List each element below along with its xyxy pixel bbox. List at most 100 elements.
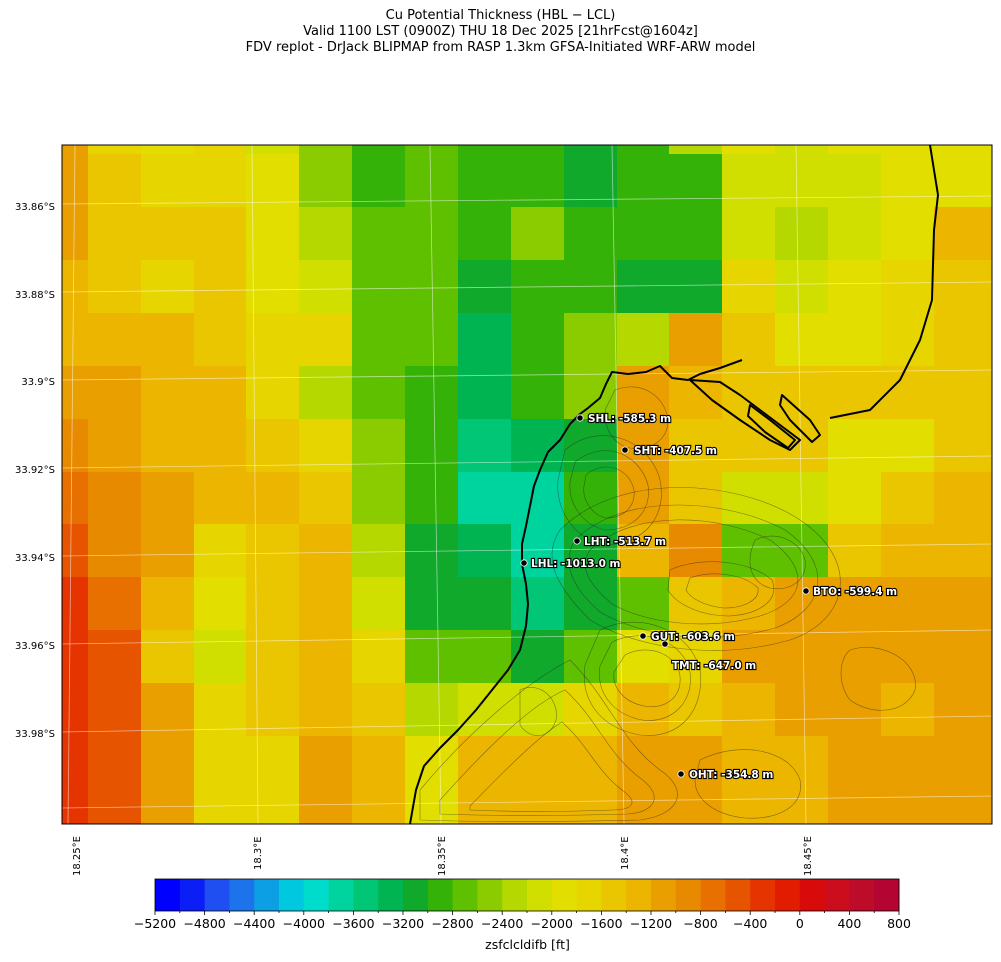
grid-cell	[775, 207, 829, 261]
grid-cell	[564, 577, 618, 631]
grid-cell	[405, 145, 459, 155]
station-label: BTO: -599.4 m	[813, 586, 897, 598]
lat-label-5: 33.94°S	[15, 553, 55, 564]
grid-cell	[828, 577, 882, 631]
grid-cell	[352, 683, 406, 737]
grid-cell	[458, 577, 512, 631]
colorbar-swatch	[477, 879, 503, 911]
grid-cell	[881, 366, 935, 420]
grid-cell	[141, 145, 195, 155]
map-frame	[61, 144, 993, 825]
grid-cell	[458, 154, 512, 208]
grid-cell	[458, 630, 512, 684]
grid-cell	[141, 313, 195, 367]
grid-cell	[246, 260, 300, 314]
grid-cell	[246, 419, 300, 473]
grid-cell	[352, 736, 406, 824]
grid-cell	[722, 260, 776, 314]
station-marker	[576, 414, 584, 422]
grid-cell	[88, 207, 142, 261]
grid-cell	[141, 577, 195, 631]
lat-label-2: 33.88°S	[15, 290, 55, 301]
coastline	[409, 145, 939, 824]
grid-cell	[669, 260, 723, 314]
grid-cell	[352, 154, 406, 208]
grid-cell	[881, 154, 935, 208]
station-marker	[661, 640, 669, 648]
grid-cell	[141, 736, 195, 824]
grid-cell	[934, 683, 992, 737]
grid-cell	[775, 577, 829, 631]
grid-cell	[405, 313, 459, 367]
grid-cell	[934, 313, 992, 367]
grid-cell	[617, 260, 670, 314]
grid-cell	[194, 419, 247, 473]
grid-cell	[88, 472, 142, 525]
colorbar-tick-label: −3600	[332, 916, 375, 931]
grid-cell	[88, 577, 142, 631]
grid-cell	[246, 630, 300, 684]
grid-cell	[246, 472, 300, 525]
lon-label-4: 18.4°E	[620, 836, 631, 870]
grid-cell	[828, 313, 882, 367]
colorbar-swatch	[502, 879, 528, 911]
grid-cell	[564, 419, 618, 473]
colorbar	[154, 878, 900, 915]
grid-cell	[669, 154, 723, 208]
grid-cell	[405, 577, 459, 631]
colorbar-swatch	[303, 879, 329, 911]
grid-cell	[246, 524, 300, 578]
grid-cell	[881, 207, 935, 261]
grid-cell	[352, 472, 406, 525]
grid-cell	[62, 472, 89, 525]
colorbar-tick-label: −4400	[233, 916, 276, 931]
grid-cell	[881, 577, 935, 631]
colorbar-swatch	[750, 879, 776, 911]
colorbar-swatch	[229, 879, 255, 911]
grid-cell	[62, 736, 89, 824]
grid-cell	[458, 145, 512, 155]
grid-cell	[458, 366, 512, 420]
grid-cell	[299, 577, 353, 631]
lon-label-2: 18.3°E	[253, 836, 264, 870]
grid-cell	[141, 419, 195, 473]
grid-cell	[88, 524, 142, 578]
grid-cell	[458, 736, 512, 824]
grid-cell	[405, 419, 459, 473]
grid-cell	[62, 683, 89, 737]
grid-cell	[828, 154, 882, 208]
grid-cell	[669, 145, 723, 155]
grid-cell	[669, 683, 723, 737]
grid-cell	[194, 260, 247, 314]
colorbar-tick-label: −1600	[580, 916, 623, 931]
grid-cell	[617, 145, 670, 155]
grid-cell	[194, 736, 247, 824]
colorbar-swatch	[452, 879, 478, 911]
lon-label-5: 18.45°E	[803, 836, 814, 876]
grid-cell	[246, 154, 300, 208]
grid-cell	[62, 154, 89, 208]
grid-cell	[669, 419, 723, 473]
colorbar-tick-label: 0	[795, 916, 804, 931]
grid-cell	[828, 472, 882, 525]
grid-cell	[617, 472, 670, 525]
grid-cell	[194, 683, 247, 737]
colorbar-swatch	[254, 879, 280, 911]
grid-cell	[617, 577, 670, 631]
grid-cell	[62, 524, 89, 578]
grid-cell	[828, 419, 882, 473]
grid-cell	[194, 472, 247, 525]
grid-cell	[352, 366, 406, 420]
grid-cell	[669, 313, 723, 367]
grid-cell	[669, 524, 723, 578]
grid-cell	[722, 313, 776, 367]
colorbar-swatch	[700, 879, 726, 911]
colorbar-swatch	[204, 879, 230, 911]
station-marker	[639, 632, 647, 640]
grid-cell	[775, 154, 829, 208]
grid-cell	[62, 260, 89, 314]
colorbar-swatch	[725, 879, 751, 911]
grid-cell	[352, 145, 406, 155]
grid-cell	[194, 145, 247, 155]
grid-cell	[458, 207, 512, 261]
